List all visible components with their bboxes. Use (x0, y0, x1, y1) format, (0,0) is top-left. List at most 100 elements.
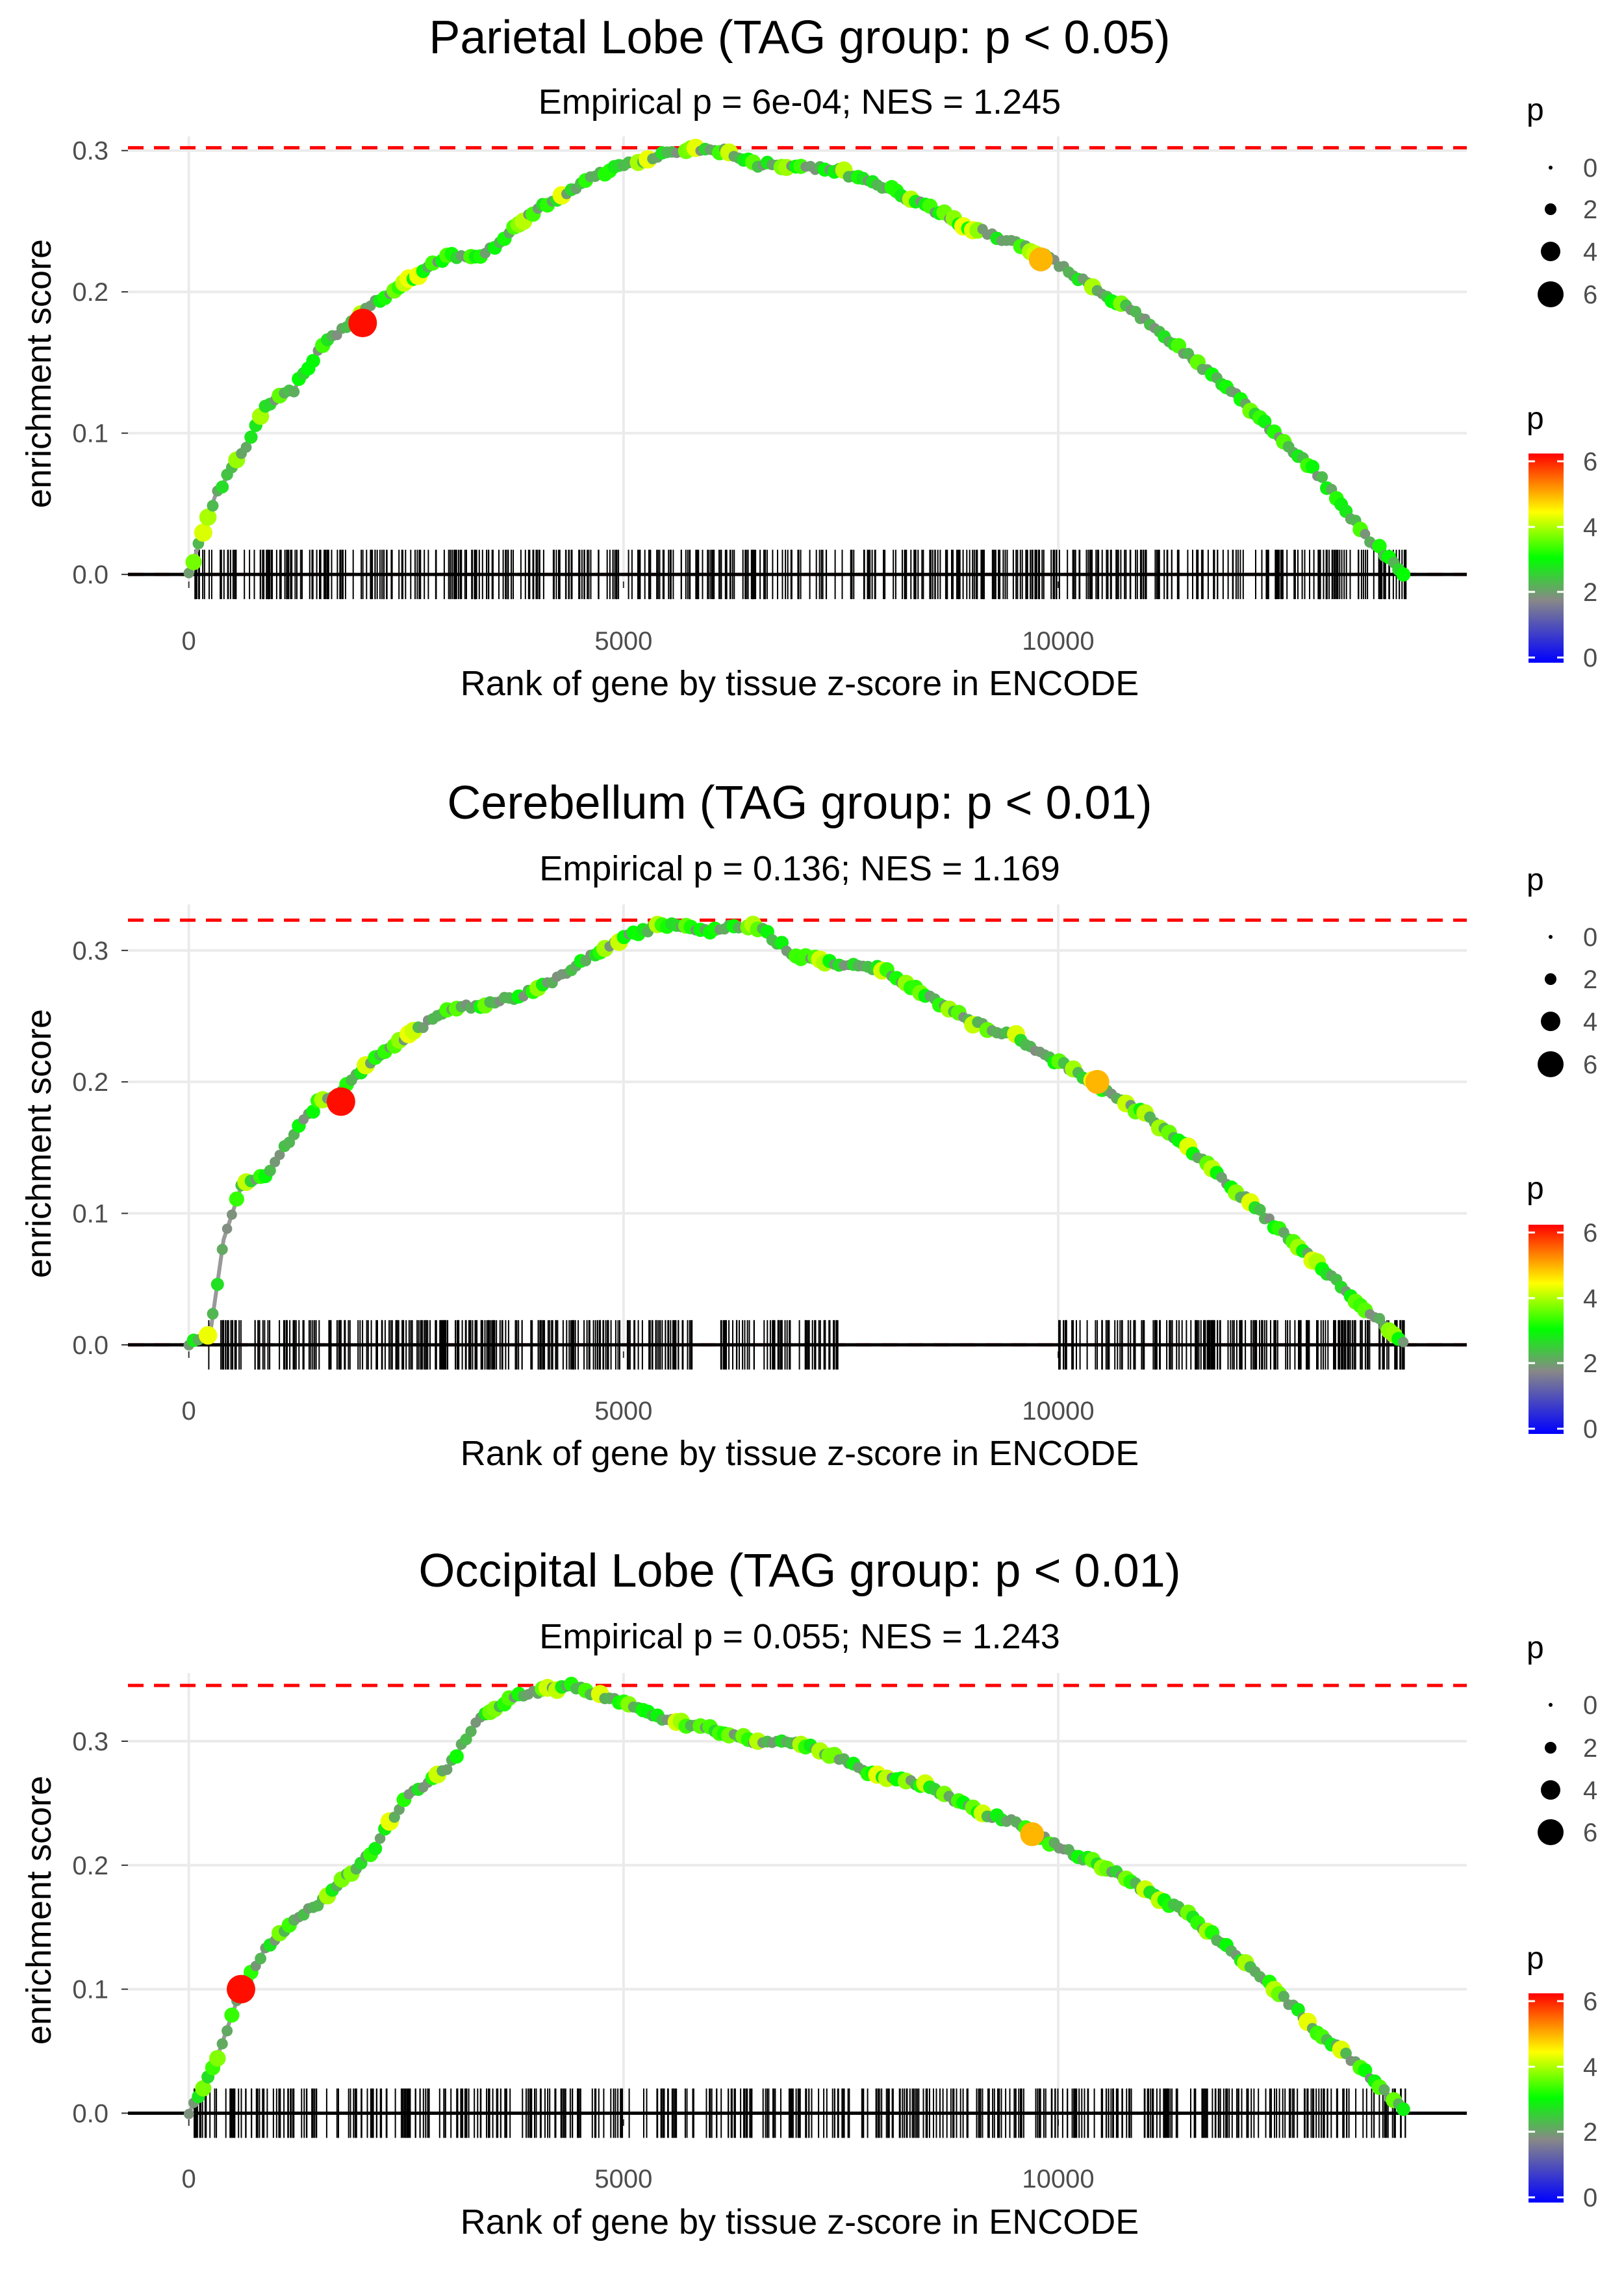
enrichment-point (1316, 471, 1328, 483)
enrichment-point (185, 554, 202, 570)
enrichment-point (306, 353, 320, 368)
x-tick-label: 10000 (1022, 627, 1094, 656)
chart-subtitle: Empirical p = 0.055; NES = 1.243 (539, 1617, 1059, 1656)
y-axis-title: enrichment score (19, 239, 58, 508)
color-bar (1529, 454, 1564, 663)
highlight-point (1028, 247, 1053, 272)
enrichment-point (274, 1149, 285, 1160)
enrichment-point (306, 1105, 320, 1119)
color-legend-label: 4 (1583, 513, 1597, 542)
color-bar (1529, 1225, 1564, 1434)
enrichment-point (244, 430, 258, 444)
size-legend-dot-6 (1538, 1819, 1564, 1845)
color-legend-label: 6 (1583, 448, 1597, 476)
y-axis-title: enrichment score (19, 1009, 58, 1278)
size-legend: p 0 2 4 6 (1527, 863, 1597, 1079)
highlight-point (1085, 1069, 1110, 1094)
size-legend-dot-0 (1549, 166, 1553, 170)
size-legend-dot-0 (1549, 935, 1553, 939)
plot-area: 0.0 0.1 0.2 0.3 0 5000 10000 (72, 904, 1467, 1425)
chart-subtitle: Empirical p = 6e-04; NES = 1.245 (539, 83, 1061, 121)
size-legend-label: 4 (1583, 1008, 1597, 1036)
enrichment-point (195, 2080, 212, 2097)
y-tick-label: 0.1 (72, 420, 108, 448)
enrichment-point (1378, 2084, 1390, 2095)
enrichment-point (222, 1223, 233, 1234)
size-legend-label: 0 (1583, 154, 1597, 183)
enrichment-point (255, 1952, 266, 1965)
x-tick-label: 5000 (594, 2165, 652, 2193)
size-legend-dot-4 (1541, 1780, 1560, 1800)
color-legend-label: 2 (1583, 1349, 1597, 1378)
color-legend-label: 0 (1583, 644, 1597, 672)
highlight-point (348, 309, 377, 338)
enrichment-point (183, 2108, 194, 2119)
x-tick-label: 10000 (1022, 1397, 1094, 1425)
enrichment-point (216, 2038, 228, 2050)
x-tick-label: 0 (182, 627, 196, 656)
panel-2: Cerebellum (TAG group: p < 0.01) Empiric… (19, 777, 1597, 1473)
enrichment-point (465, 1726, 477, 1737)
enrichment-points (183, 915, 1409, 1351)
size-legend-title: p (1527, 1631, 1544, 1665)
y-tick-label: 0.3 (72, 1728, 108, 1756)
enrichment-point (194, 523, 212, 542)
enrichment-point (368, 1841, 383, 1856)
color-legend-label: 4 (1583, 1284, 1597, 1313)
enrichment-point (216, 480, 229, 494)
enrichment-point (1396, 2102, 1410, 2116)
enrichment-point (199, 508, 217, 526)
color-legend-label: 6 (1583, 1987, 1597, 2016)
size-legend-dot-2 (1545, 973, 1556, 985)
panel-1: Parietal Lobe (TAG group: p < 0.05) Empi… (19, 12, 1597, 703)
enrichment-point (183, 567, 194, 579)
enrichment-point (374, 1833, 386, 1844)
size-legend-dot-4 (1541, 242, 1560, 261)
chart-title: Occipital Lobe (TAG group: p < 0.01) (418, 1545, 1180, 1597)
enrichment-point (198, 1326, 218, 1345)
color-legend: p 6 4 2 0 (1527, 1941, 1597, 2212)
enrichment-point (1372, 539, 1387, 554)
x-tick-label: 5000 (594, 1397, 652, 1425)
color-legend-title: p (1527, 1171, 1544, 1206)
y-tick-label: 0.2 (72, 1068, 108, 1097)
enrichment-points (183, 138, 1411, 582)
enrichment-point (1254, 1203, 1266, 1216)
enrichment-point (224, 2007, 240, 2023)
color-legend-label: 4 (1583, 2053, 1597, 2082)
enrichment-curve (186, 148, 1408, 576)
y-tick-label: 0.0 (72, 2099, 108, 2128)
color-legend-label: 0 (1583, 2184, 1597, 2212)
color-legend-label: 0 (1583, 1415, 1597, 1444)
color-legend-title: p (1527, 1941, 1544, 1976)
color-legend-label: 6 (1583, 1219, 1597, 1247)
enrichment-curve (188, 922, 1408, 1347)
size-legend-label: 6 (1583, 1819, 1597, 1847)
panel-3: Occipital Lobe (TAG group: p < 0.01) Emp… (19, 1545, 1597, 2242)
enrichment-point (264, 1164, 276, 1177)
color-bar (1529, 1993, 1564, 2203)
enrichment-point (229, 1191, 244, 1207)
gridlines (128, 136, 1467, 581)
enrichment-point (449, 1749, 464, 1764)
y-tick-label: 0.2 (72, 278, 108, 307)
enrichment-point (1398, 1336, 1409, 1348)
enrichment-point (222, 2025, 233, 2037)
y-tick-label: 0.3 (72, 937, 108, 965)
enrichment-point (227, 1209, 237, 1220)
size-legend-title: p (1527, 93, 1544, 127)
color-legend: p 6 4 2 0 (1527, 402, 1597, 672)
size-legend-dot-4 (1541, 1012, 1560, 1031)
x-tick-label: 0 (182, 1397, 196, 1425)
y-tick-label: 0.0 (72, 561, 108, 589)
color-legend-label: 2 (1583, 578, 1597, 607)
size-legend-label: 6 (1583, 1051, 1597, 1079)
x-axis-title: Rank of gene by tissue z-score in ENCODE (461, 2203, 1139, 2242)
enrichment-point (207, 500, 219, 512)
size-legend-label: 2 (1583, 965, 1597, 994)
enrichment-point (216, 1244, 228, 1255)
size-legend: p 0 2 4 6 (1527, 93, 1597, 309)
size-legend-dot-6 (1538, 1051, 1564, 1077)
highlight-point (326, 1087, 355, 1116)
